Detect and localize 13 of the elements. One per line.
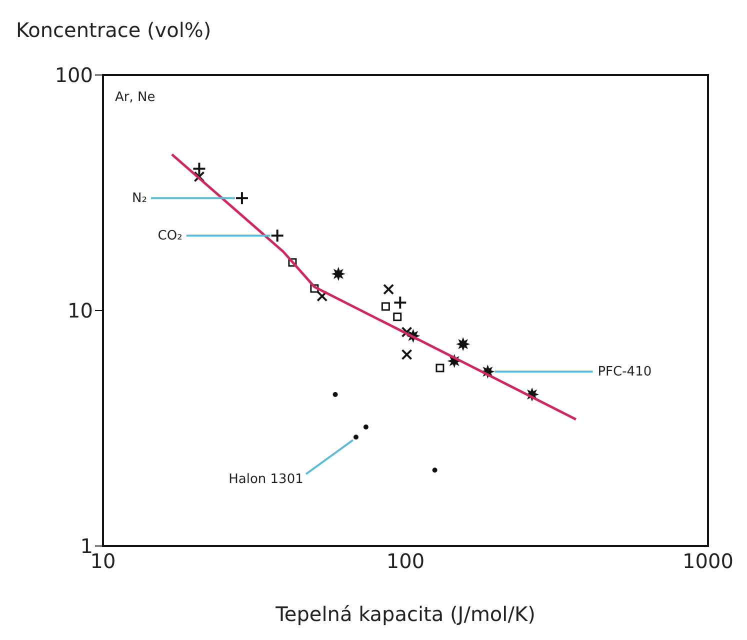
x-tick-label: 1000 bbox=[682, 549, 734, 574]
annotation: N₂ bbox=[132, 190, 147, 206]
annotation: Ar, Ne bbox=[115, 90, 156, 105]
x-tick-label: 10 bbox=[90, 549, 116, 574]
y-axis-title: Koncentrace (vol%) bbox=[16, 18, 212, 42]
y-tick-label: 100 bbox=[54, 63, 93, 88]
y-tick-label: 1 bbox=[80, 534, 93, 558]
x-axis-title: Tepelná kapacita (J/mol/K) bbox=[274, 602, 536, 626]
annotation: Halon 1301 bbox=[228, 472, 304, 487]
x-tick-label: 100 bbox=[386, 549, 425, 574]
y-tick-label: 10 bbox=[68, 298, 93, 323]
annotation: CO₂ bbox=[158, 228, 182, 244]
annotation: PFC-410 bbox=[598, 364, 652, 380]
